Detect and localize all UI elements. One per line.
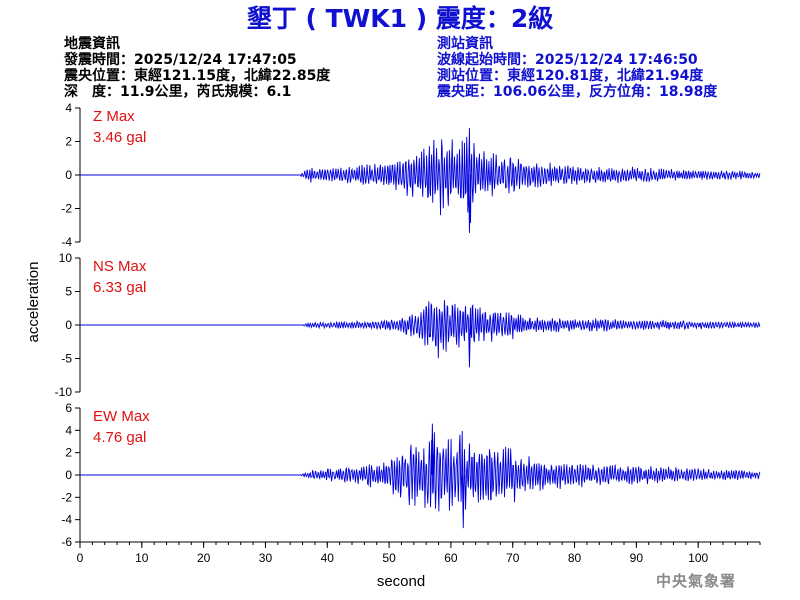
- ew-max-value: 4.76 gal: [93, 429, 146, 446]
- x-tick-label: 80: [568, 551, 582, 565]
- ns-y-tick-label: -5: [61, 352, 72, 366]
- z-max-value: 3.46 gal: [93, 129, 146, 146]
- station-location: 測站位置：東經120.81度，北緯21.94度: [437, 68, 704, 84]
- x-tick-label: 20: [197, 551, 211, 565]
- epicenter-location: 震央位置：東經121.15度，北緯22.85度: [64, 68, 331, 84]
- z-y-tick-label: -4: [61, 235, 72, 249]
- station-info: 測站資訊 波線起始時間：2025/12/24 17:46:50 測站位置：東經1…: [437, 36, 717, 100]
- earthquake-info-heading: 地震資訊: [64, 36, 120, 52]
- distance-azimuth: 震央距：106.06公里，反方位角：18.98度: [437, 84, 718, 100]
- x-axis-title: second: [377, 573, 425, 590]
- z-y-tick-label: 4: [65, 101, 72, 115]
- origin-time: 發震時間：2025/12/24 17:47:05: [64, 52, 297, 68]
- ew-max-label: EW Max: [93, 408, 150, 425]
- x-tick-label: 40: [321, 551, 335, 565]
- z-y-tick-label: 0: [65, 168, 72, 182]
- ns-y-tick-label: -10: [55, 385, 73, 399]
- depth-magnitude: 深 度：11.9公里，芮氏規模：6.1: [64, 84, 292, 100]
- x-tick-label: 0: [77, 551, 84, 565]
- ew-y-tick-label: 6: [65, 401, 72, 415]
- ew-y-tick-label: 4: [65, 423, 72, 437]
- ns-y-tick-label: 10: [59, 251, 73, 265]
- wave-onset-time: 波線起始時間：2025/12/24 17:46:50: [437, 52, 698, 68]
- y-axis-title: acceleration: [25, 262, 42, 343]
- x-tick-label: 30: [259, 551, 273, 565]
- agency-watermark: 中央氣象署: [656, 572, 737, 590]
- page-title: 墾丁 ( TWK1 ) 震度：2級: [246, 4, 554, 33]
- z-max-label: Z Max: [93, 108, 135, 125]
- x-tick-label: 70: [506, 551, 520, 565]
- x-tick-label: 10: [135, 551, 149, 565]
- ew-waveform-trace: [80, 423, 761, 529]
- ns-max-label: NS Max: [93, 258, 147, 275]
- x-tick-label: 100: [688, 551, 708, 565]
- ns-y-tick-label: 5: [65, 285, 72, 299]
- x-tick-label: 90: [630, 551, 644, 565]
- x-tick-label: 50: [382, 551, 396, 565]
- z-waveform-trace: [80, 128, 761, 233]
- ns-waveform-trace: [80, 300, 761, 368]
- ew-y-tick-label: 2: [65, 446, 72, 460]
- ns-y-tick-label: 0: [65, 318, 72, 332]
- z-y-tick-label: -2: [61, 202, 72, 216]
- ew-y-tick-label: -4: [61, 513, 72, 527]
- z-y-tick-label: 2: [65, 135, 72, 149]
- ew-y-tick-label: -2: [61, 490, 72, 504]
- ew-y-tick-label: -6: [61, 535, 72, 549]
- earthquake-info: 地震資訊 發震時間：2025/12/24 17:47:05 震央位置：東經121…: [64, 36, 330, 100]
- ns-max-value: 6.33 gal: [93, 279, 146, 296]
- station-info-heading: 測站資訊: [437, 36, 493, 52]
- x-tick-label: 60: [444, 551, 458, 565]
- ew-y-tick-label: 0: [65, 468, 72, 482]
